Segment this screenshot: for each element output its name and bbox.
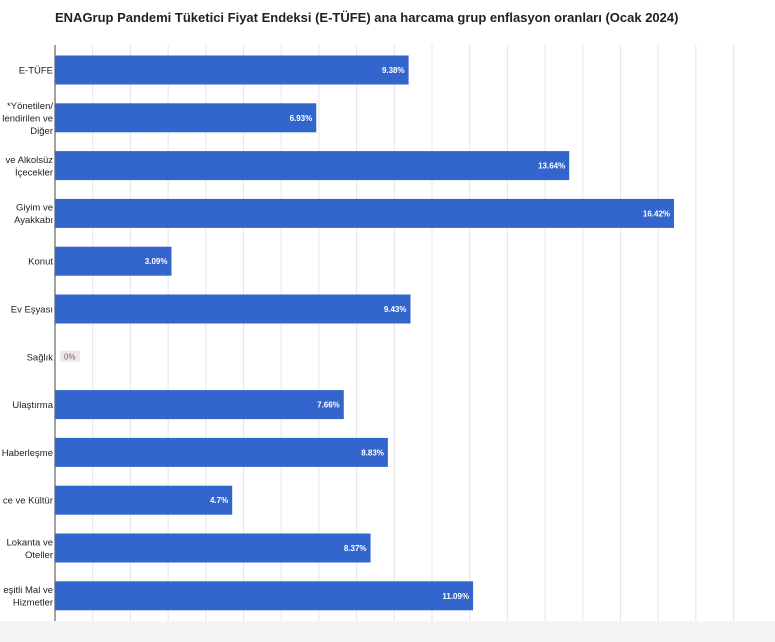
data-label: 0% <box>64 352 76 361</box>
bar[interactable] <box>55 581 474 611</box>
data-label: 11.09% <box>442 592 469 601</box>
category-label: eşitli Mal ve Hizmetler <box>3 585 53 609</box>
data-label: 9.43% <box>384 305 407 314</box>
data-label: 4.7% <box>210 496 228 505</box>
bar[interactable] <box>55 294 411 324</box>
bar[interactable] <box>55 437 388 467</box>
category-label: ce ve Kültür <box>3 496 53 507</box>
bar[interactable] <box>55 103 317 133</box>
category-label: Sağlık <box>27 352 54 363</box>
category-label: Haberleşme <box>2 448 53 459</box>
data-label: 9.38% <box>382 66 405 75</box>
bar[interactable] <box>55 55 409 85</box>
bar[interactable] <box>55 390 344 420</box>
data-label: 7.66% <box>317 401 340 410</box>
gridlines <box>92 45 735 621</box>
category-label: ve Alkolsüz İçecekler <box>5 155 53 179</box>
category-labels: E-TÜFE *Yönetilen/lendirilen ve Diğer ve Al… <box>2 66 54 609</box>
bar[interactable] <box>55 151 570 181</box>
chart-title: ENAGrup Pandemi Tüketici Fiyat Endeksi (… <box>55 10 679 25</box>
category-label: E-TÜFE <box>19 66 53 77</box>
bar[interactable] <box>55 246 172 276</box>
data-label: 8.83% <box>361 448 384 457</box>
data-label: 13.64% <box>538 162 565 171</box>
category-label: Konut <box>28 257 53 268</box>
bottom-strip <box>0 621 775 642</box>
data-label-bg <box>60 350 80 362</box>
data-labels: 9.38% 6.93% 13.64% 16.42% 3.09% 9.43% 0% 7.66% 8… <box>60 66 670 601</box>
category-label: Lokanta ve Oteller <box>7 537 53 561</box>
data-label: 3.09% <box>145 257 168 266</box>
category-label: Giyim ve Ayakkabı <box>14 203 53 227</box>
bar[interactable] <box>55 198 675 228</box>
data-label: 16.42% <box>643 209 670 218</box>
data-label: 8.37% <box>344 544 367 553</box>
category-label: Ulaştırma <box>12 400 53 411</box>
bar[interactable] <box>55 533 371 563</box>
bar[interactable] <box>55 485 233 515</box>
bars <box>55 55 675 611</box>
category-label: *Yönetilen/lendirilen ve Diğer <box>2 101 53 137</box>
data-label: 6.93% <box>290 114 313 123</box>
category-label: Ev Eşyası <box>11 305 53 316</box>
